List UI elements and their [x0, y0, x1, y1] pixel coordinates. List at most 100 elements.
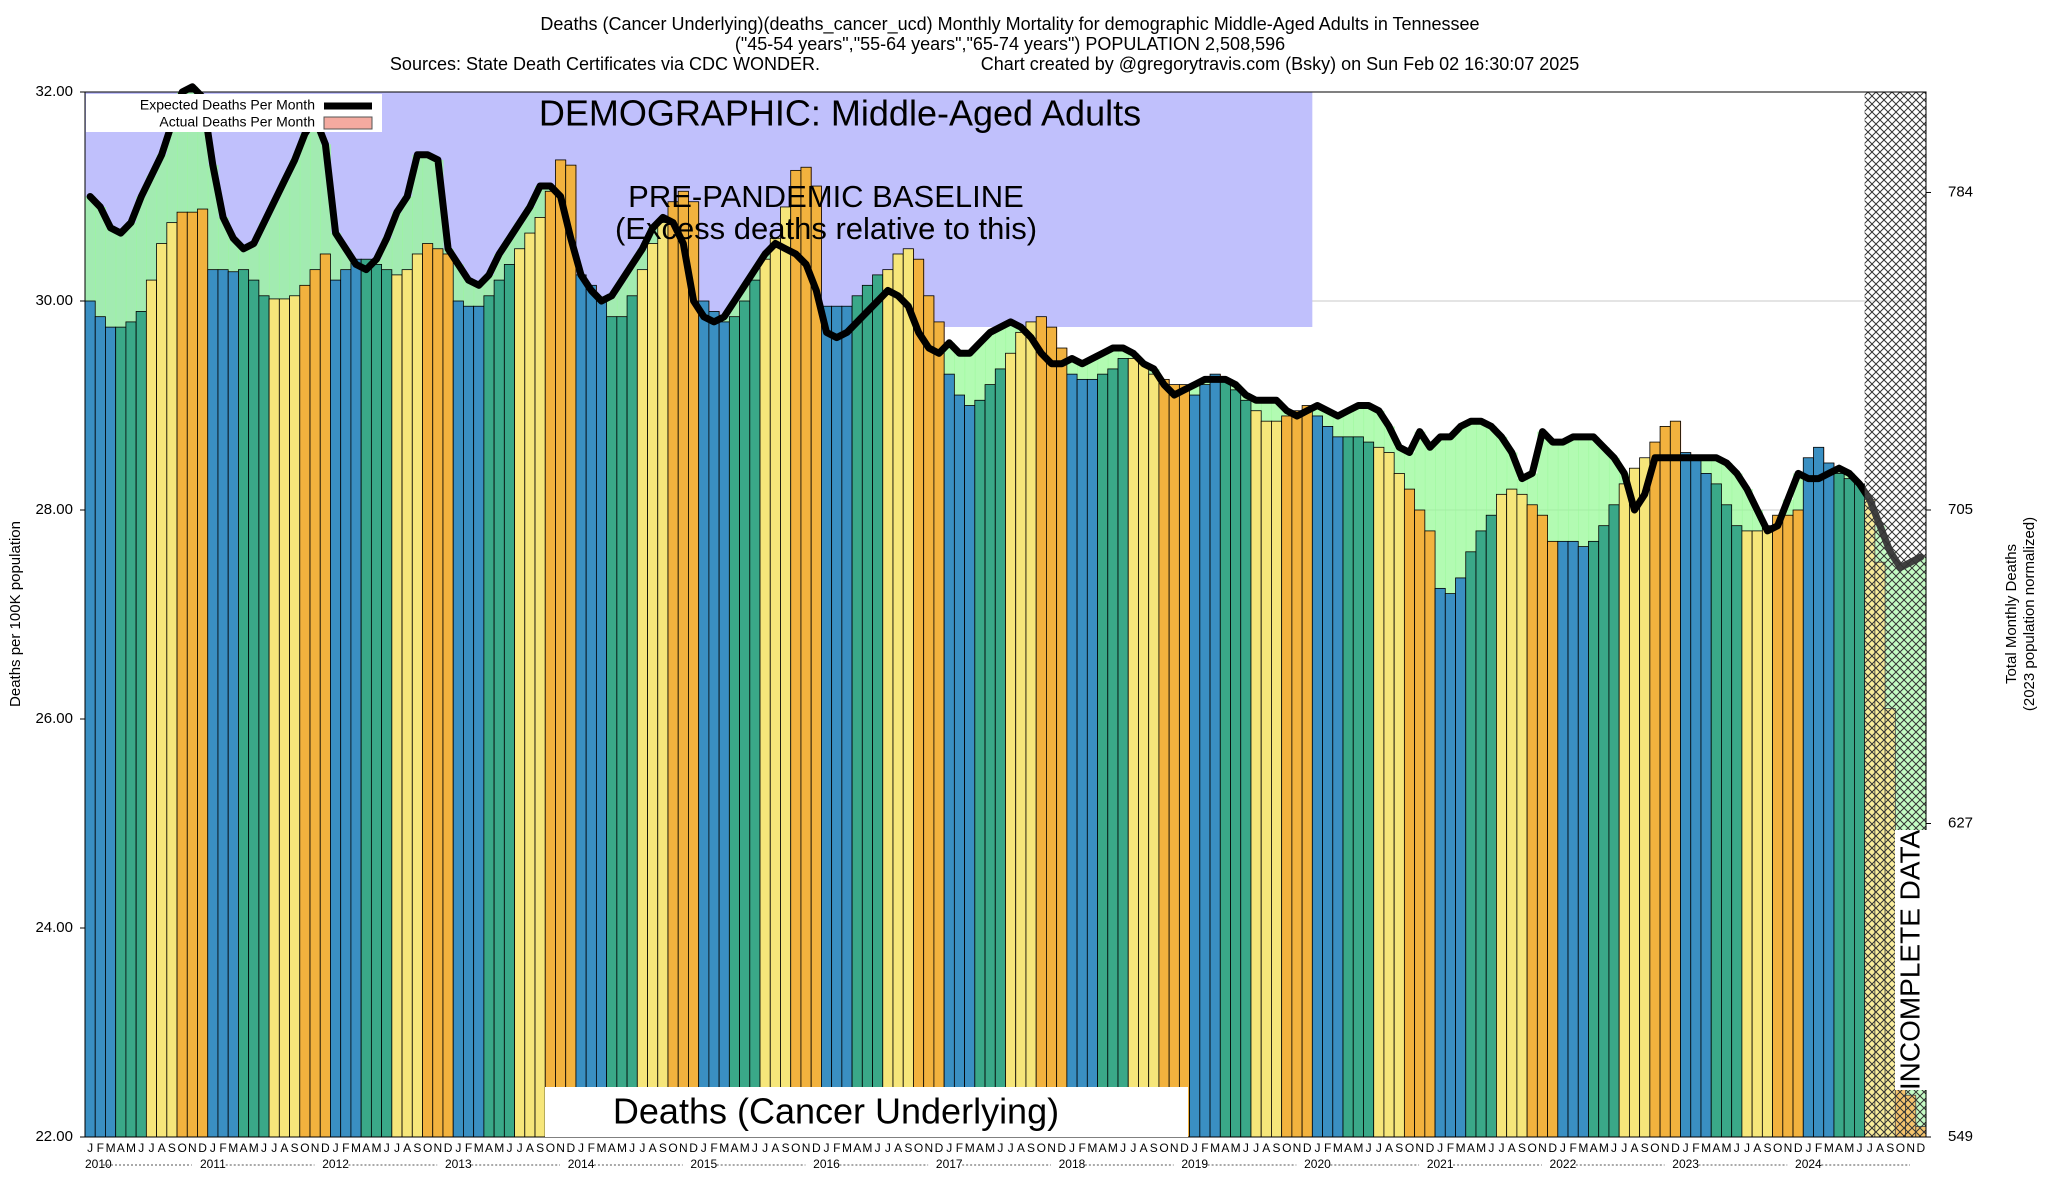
- x-tick-label: M: [1476, 1141, 1486, 1155]
- x-tick-label: M: [1231, 1141, 1241, 1155]
- x-tick-label: D: [1303, 1141, 1312, 1155]
- bar: [698, 300, 710, 1138]
- x-tick-label: J: [394, 1141, 400, 1155]
- bar: [381, 269, 393, 1138]
- x-tick-label: N: [1047, 1141, 1056, 1155]
- x-tick-label: M: [351, 1141, 361, 1155]
- x-tick-label: M: [1578, 1141, 1588, 1155]
- x-tick-label: J: [333, 1141, 339, 1155]
- deficit-fill: [535, 186, 546, 218]
- bar: [800, 166, 812, 1138]
- deficit-fill: [1353, 405, 1365, 437]
- deficit-fill: [1097, 353, 1109, 375]
- bar: [1178, 384, 1190, 1138]
- bar: [309, 269, 321, 1138]
- bar: [1311, 415, 1323, 1138]
- x-tick-label: S: [536, 1141, 544, 1155]
- x-tick-label: O: [423, 1141, 432, 1155]
- year-label: 2020: [1304, 1157, 1331, 1171]
- bar: [432, 248, 444, 1138]
- bar: [207, 269, 219, 1138]
- deficit-fill: [289, 159, 301, 296]
- deficit-fill: [1547, 442, 1559, 542]
- x-tick-label: O: [1282, 1141, 1291, 1155]
- bar: [1526, 504, 1538, 1138]
- x-tick-label: F: [956, 1141, 963, 1155]
- x-tick-label: D: [1794, 1141, 1803, 1155]
- x-tick-label: M: [1087, 1141, 1097, 1155]
- bar: [1823, 462, 1835, 1138]
- bar: [1260, 420, 1272, 1138]
- bar: [1680, 452, 1692, 1138]
- x-tick-label: A: [1631, 1141, 1639, 1155]
- x-tick-label: F: [465, 1141, 472, 1155]
- x-tick-label: M: [126, 1141, 136, 1155]
- x-tick-label: M: [106, 1141, 116, 1155]
- x-tick-label: J: [1376, 1141, 1382, 1155]
- bar: [84, 300, 96, 1138]
- bar: [360, 258, 372, 1138]
- x-tick-label: N: [311, 1141, 320, 1155]
- x-tick-label: O: [1773, 1141, 1782, 1155]
- deficit-fill: [1527, 473, 1538, 505]
- deficit-fill: [115, 233, 127, 328]
- bar: [1475, 530, 1487, 1138]
- x-tick-label: A: [1590, 1141, 1598, 1155]
- bar: [851, 295, 863, 1138]
- deficit-fill: [637, 248, 649, 270]
- x-tick-label: J: [506, 1141, 512, 1155]
- bar: [289, 295, 301, 1138]
- bar: [1199, 384, 1211, 1138]
- bar: [1322, 425, 1334, 1138]
- bar: [1250, 410, 1262, 1138]
- bar: [647, 243, 659, 1138]
- bar: [1536, 514, 1548, 1138]
- bar: [1741, 530, 1753, 1138]
- bar: [708, 311, 720, 1138]
- bar: [197, 208, 209, 1138]
- y2-axis-label: Total Monthly Deaths: [2003, 544, 2020, 684]
- deficit-fill: [269, 201, 280, 299]
- x-tick-label: N: [802, 1141, 811, 1155]
- year-label: 2024: [1795, 1157, 1822, 1171]
- bar: [483, 295, 495, 1138]
- x-tick-label: J: [455, 1141, 461, 1155]
- bar: [1628, 467, 1641, 1138]
- x-tick-label: J: [1499, 1141, 1505, 1155]
- bar: [1414, 509, 1426, 1138]
- credit: Chart created by @gregorytravis.com (Bsk…: [981, 54, 1580, 74]
- year-label: 2023: [1672, 1157, 1699, 1171]
- x-tick-label: A: [608, 1141, 616, 1155]
- bar: [1076, 378, 1088, 1138]
- x-tick-label: J: [1069, 1141, 1075, 1155]
- bar: [1700, 473, 1712, 1138]
- bar: [1240, 399, 1252, 1138]
- deficit-fill: [1424, 447, 1436, 531]
- x-tick-label: J: [1683, 1141, 1689, 1155]
- x-tick-label: A: [1385, 1141, 1393, 1155]
- bar: [1721, 504, 1733, 1138]
- deficit-fill: [1383, 426, 1395, 453]
- bar: [1148, 373, 1160, 1138]
- x-tick-label: O: [1650, 1141, 1659, 1155]
- deficit-fill: [85, 196, 96, 301]
- x-tick-label: N: [1538, 1141, 1547, 1155]
- bar: [534, 216, 546, 1138]
- deficit-fill: [402, 196, 413, 270]
- x-tick-label: J: [946, 1141, 952, 1155]
- bar: [1608, 504, 1620, 1138]
- y-tick-label: 30.00: [35, 292, 73, 309]
- x-tick-label: J: [1366, 1141, 1372, 1155]
- x-tick-label: A: [485, 1141, 493, 1155]
- x-tick-label: S: [1518, 1141, 1526, 1155]
- x-tick-label: M: [965, 1141, 975, 1155]
- bar: [1618, 483, 1630, 1138]
- y-tick-label: 32.00: [35, 83, 73, 100]
- x-tick-label: F: [1079, 1141, 1086, 1155]
- x-tick-label: J: [1314, 1141, 1320, 1155]
- deficit-fill: [1731, 473, 1743, 526]
- bar: [166, 222, 178, 1138]
- x-tick-label: S: [904, 1141, 912, 1155]
- bar: [1373, 446, 1385, 1138]
- x-tick-label: J: [1867, 1141, 1873, 1155]
